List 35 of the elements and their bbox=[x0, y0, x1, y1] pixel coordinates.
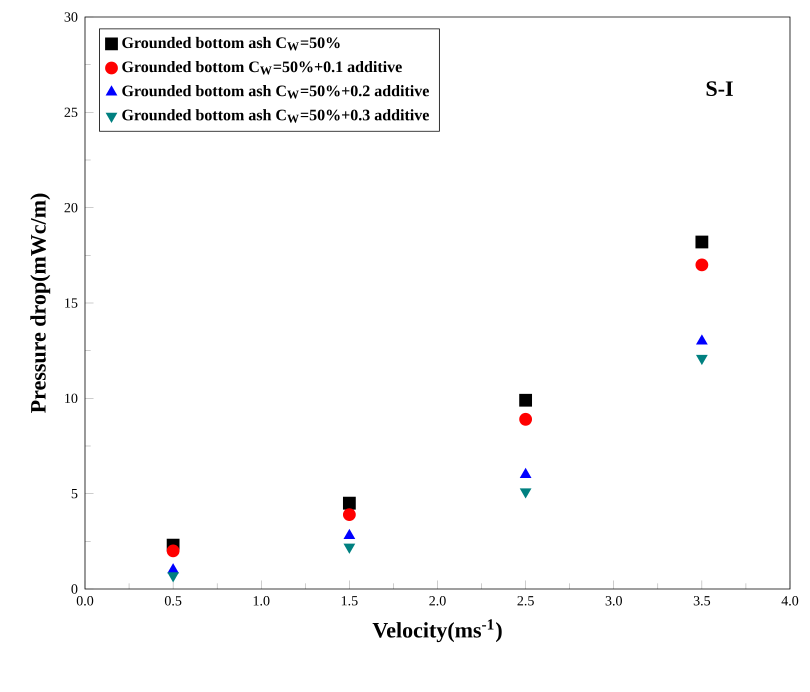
y-tick-label: 5 bbox=[72, 489, 78, 498]
x-tick-label: 3.5 bbox=[694, 596, 710, 606]
y-tick-label: 30 bbox=[64, 12, 78, 22]
y-tick-label: 20 bbox=[64, 202, 78, 212]
legend-label: Grounded bottom ash C$_{W}$=50%+0.3 additive bbox=[122, 109, 429, 123]
point bbox=[696, 354, 708, 365]
point bbox=[342, 508, 356, 522]
x-tick-label: 0.5 bbox=[164, 596, 182, 606]
legend-label: Grounded bottom ash C$_{W}$=50% bbox=[122, 36, 340, 50]
y-tick-label: 0 bbox=[71, 584, 78, 594]
x-tick-label: 2.0 bbox=[429, 596, 446, 606]
x-tick-label: 3.0 bbox=[606, 596, 622, 606]
point bbox=[342, 496, 356, 510]
point bbox=[696, 334, 708, 345]
x-axis-title: Velocity(ms$^{-1}$) bbox=[372, 619, 502, 642]
point bbox=[695, 258, 708, 272]
point bbox=[166, 544, 180, 558]
y-tick-label: 25 bbox=[64, 108, 78, 118]
point bbox=[344, 544, 355, 554]
x-tick-label: 0.0 bbox=[76, 596, 94, 606]
point bbox=[695, 236, 708, 248]
x-tick-label: 2.5 bbox=[518, 596, 534, 606]
x-tick-label: 1.5 bbox=[342, 596, 358, 606]
annotation: S-I bbox=[706, 81, 733, 96]
point bbox=[519, 412, 532, 426]
legend-label: Grounded bottom C$_{W}$=50%+0.1 additive bbox=[122, 60, 402, 75]
y-axis-title: Pressure drop(mWc/m) bbox=[30, 194, 50, 413]
point bbox=[520, 488, 532, 498]
point bbox=[344, 529, 355, 540]
x-tick-label: 4.0 bbox=[782, 596, 798, 606]
y-tick-label: 10 bbox=[65, 394, 78, 404]
x-tick-label: 1.0 bbox=[254, 596, 270, 606]
legend-label: Grounded bottom ash C$_{W}$=50%+0.2 additive bbox=[122, 85, 429, 99]
y-tick-label: 15 bbox=[65, 298, 78, 308]
point bbox=[519, 394, 532, 407]
